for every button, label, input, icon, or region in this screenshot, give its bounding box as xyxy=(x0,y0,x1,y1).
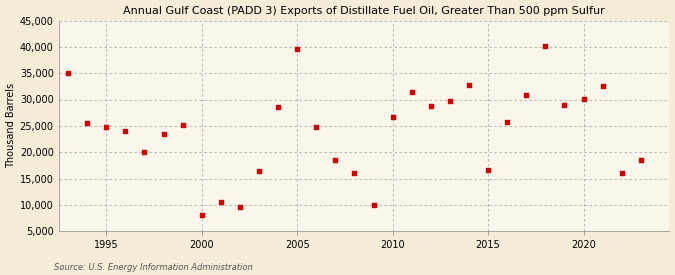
Point xyxy=(445,98,456,103)
Point xyxy=(139,150,150,154)
Point xyxy=(425,104,436,108)
Point xyxy=(101,125,111,129)
Point xyxy=(234,205,245,210)
Point xyxy=(311,125,322,130)
Point xyxy=(635,158,646,162)
Point xyxy=(368,203,379,207)
Point xyxy=(387,115,398,119)
Point xyxy=(330,158,341,162)
Point xyxy=(158,131,169,136)
Point xyxy=(215,200,226,204)
Point xyxy=(559,103,570,107)
Point xyxy=(406,89,417,94)
Point xyxy=(63,71,74,75)
Point xyxy=(597,84,608,89)
Point xyxy=(540,43,551,48)
Title: Annual Gulf Coast (PADD 3) Exports of Distillate Fuel Oil, Greater Than 500 ppm : Annual Gulf Coast (PADD 3) Exports of Di… xyxy=(123,6,605,16)
Point xyxy=(82,121,92,125)
Point xyxy=(483,167,493,172)
Point xyxy=(292,47,302,52)
Point xyxy=(616,171,627,175)
Point xyxy=(273,105,284,110)
Y-axis label: Thousand Barrels: Thousand Barrels xyxy=(5,83,16,168)
Point xyxy=(254,168,265,173)
Point xyxy=(464,82,475,87)
Point xyxy=(120,129,131,133)
Point xyxy=(521,93,532,97)
Text: Source: U.S. Energy Information Administration: Source: U.S. Energy Information Administ… xyxy=(54,263,252,272)
Point xyxy=(178,123,188,127)
Point xyxy=(502,119,512,124)
Point xyxy=(196,213,207,218)
Point xyxy=(578,97,589,101)
Point xyxy=(349,171,360,175)
